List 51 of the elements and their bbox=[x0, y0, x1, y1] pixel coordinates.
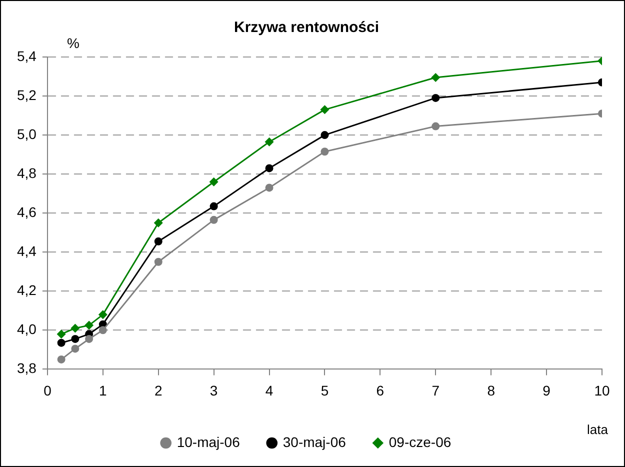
x-tick-label: 4 bbox=[265, 382, 274, 398]
x-tick-label: 2 bbox=[154, 382, 162, 398]
y-tick-label: 5,4 bbox=[16, 48, 37, 64]
point bbox=[320, 131, 329, 140]
y-tick-label: 4,6 bbox=[16, 204, 37, 220]
point bbox=[56, 330, 66, 339]
point bbox=[264, 137, 274, 146]
y-tick-label: 4,4 bbox=[16, 242, 37, 259]
point bbox=[98, 326, 107, 334]
x-tick-label: 10 bbox=[594, 382, 610, 398]
point bbox=[154, 258, 162, 266]
y-tick-label: 4,8 bbox=[16, 164, 37, 181]
y-tick-label: 4,0 bbox=[16, 321, 37, 338]
chart-title: Krzywa rentowności bbox=[234, 19, 380, 36]
y-tick-label: 5,2 bbox=[16, 86, 37, 103]
point bbox=[320, 105, 330, 114]
x-tick-label: 1 bbox=[99, 382, 108, 398]
y-axis-title: % bbox=[67, 35, 80, 51]
point bbox=[431, 72, 440, 82]
x-tick-label: 9 bbox=[542, 382, 551, 398]
point bbox=[70, 324, 80, 333]
x-tick-label: 5 bbox=[320, 382, 329, 398]
point bbox=[432, 94, 440, 102]
x-tick-label: 8 bbox=[487, 382, 496, 398]
point bbox=[320, 148, 329, 156]
legend-label: 09-cze-06 bbox=[388, 434, 452, 450]
point bbox=[71, 344, 80, 353]
point bbox=[98, 310, 108, 320]
point bbox=[432, 122, 440, 130]
x-axis-title: lata bbox=[587, 422, 608, 437]
point bbox=[154, 237, 162, 246]
point bbox=[71, 334, 80, 343]
legend-label: 10-maj-06 bbox=[176, 434, 240, 450]
point bbox=[209, 177, 218, 186]
x-tick-label: 7 bbox=[432, 382, 440, 398]
x-tick-label: 3 bbox=[210, 382, 218, 398]
x-tick-label: 0 bbox=[44, 382, 52, 398]
y-tick-label: 5,0 bbox=[16, 126, 37, 142]
point bbox=[210, 202, 218, 210]
y-tick-label: 3,8 bbox=[16, 360, 37, 376]
point bbox=[210, 216, 218, 224]
point bbox=[154, 218, 163, 228]
y-tick-label: 4,2 bbox=[16, 282, 37, 298]
point bbox=[265, 184, 274, 192]
point bbox=[57, 355, 66, 364]
point bbox=[84, 320, 94, 330]
legend-label: 30-maj-06 bbox=[282, 434, 346, 450]
point bbox=[265, 164, 274, 172]
point bbox=[85, 334, 94, 343]
x-tick-label: 6 bbox=[376, 382, 384, 398]
point bbox=[57, 338, 66, 347]
